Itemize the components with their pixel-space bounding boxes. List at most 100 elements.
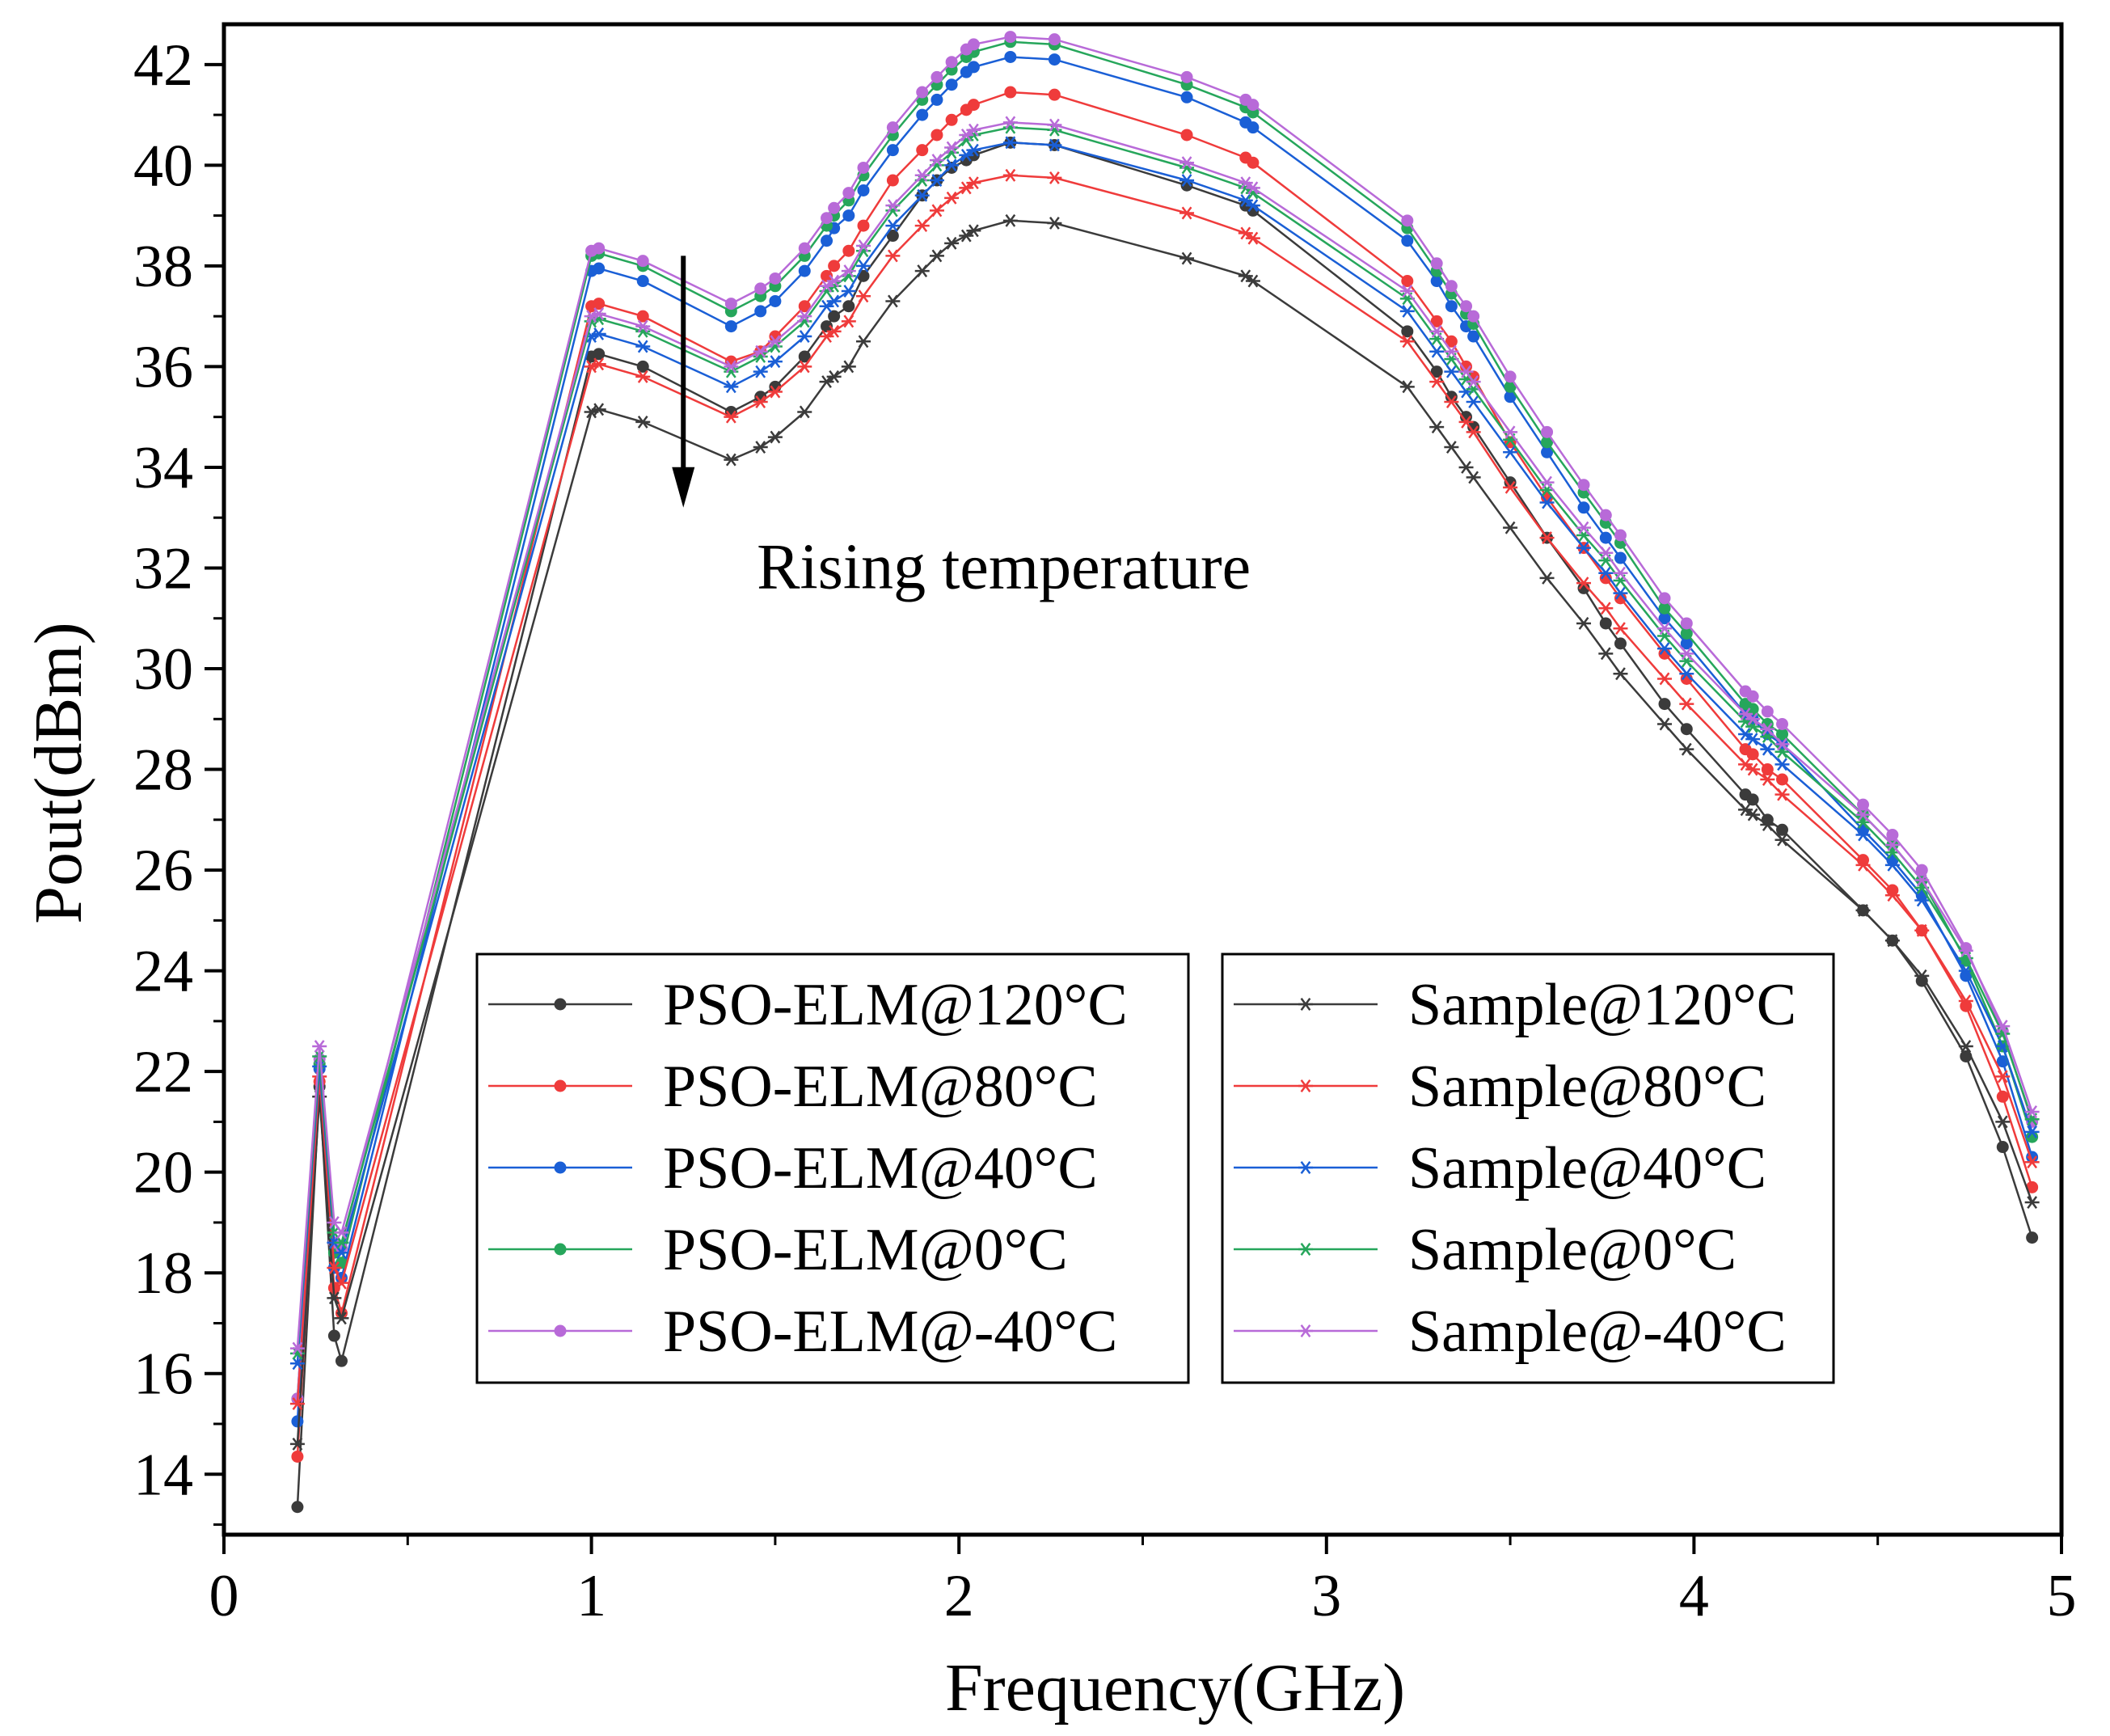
data-point [1738,758,1753,771]
data-point [767,430,783,444]
data-point [2024,1105,2040,1118]
data-point [959,148,974,162]
data-point [1048,53,1061,66]
data-point [724,298,737,310]
data-point [1004,86,1017,99]
data-point [1047,171,1062,184]
data-point [1613,622,1628,636]
data-point [821,269,833,282]
data-point [826,324,842,338]
data-point [1445,391,1458,403]
data-point [334,1226,349,1240]
data-point [856,239,871,252]
data-point [1399,285,1415,298]
legend-marker [1298,998,1313,1011]
y-tick-label: 24 [133,939,193,1005]
data-point [1445,300,1458,313]
data-point [1541,436,1554,449]
legend-label: Sample@40°C [1408,1135,1766,1202]
data-point [1466,375,1481,389]
data-point [1658,698,1671,711]
data-point [2026,1130,2039,1143]
data-point [1855,903,1871,917]
legend-label: PSO-ELM@40°C [663,1135,1098,1202]
y-tick-label: 28 [133,737,193,804]
data-point [1576,521,1592,534]
data-point [593,262,606,275]
legend-item-pso-elm-120c: PSO-ELM@120°C [488,972,1128,1038]
data-point [1614,592,1627,605]
data-point [334,1235,349,1249]
data-point [724,360,739,374]
data-point [1466,471,1481,484]
data-point [1458,460,1474,474]
data-point [1539,475,1555,489]
data-point [797,405,812,419]
data-point [1680,637,1693,650]
data-point [1503,521,1518,534]
data-point [334,1312,349,1325]
data-point [636,310,649,323]
data-point [1679,647,1694,661]
legend-marker [1298,1161,1313,1174]
data-point [769,272,782,285]
data-point [1467,330,1480,343]
legend-label: Sample@0°C [1408,1217,1737,1283]
data-point [1599,617,1612,630]
data-point [1048,88,1061,101]
data-point [944,141,960,154]
data-point [842,244,855,257]
data-point [931,129,943,141]
data-point [335,1354,348,1367]
data-point [797,330,812,344]
data-point [1776,823,1789,836]
data-point [857,184,870,196]
data-point [1238,176,1253,190]
data-point [1399,335,1415,348]
data-point [289,1341,305,1355]
y-tick-label: 40 [133,133,193,199]
data-point [1775,737,1790,751]
data-point [1179,251,1195,265]
data-point [856,335,871,348]
data-point [1576,577,1592,590]
data-point [1430,315,1443,327]
annotation: Rising temperature [672,256,1251,602]
data-point [1238,226,1253,240]
data-point [1467,310,1480,323]
data-point [821,234,833,247]
legend-label: PSO-ELM@-40°C [663,1299,1117,1365]
legend-item-pso-elm-40c: PSO-ELM@40°C [488,1135,1098,1202]
data-point [944,236,960,250]
data-point [1915,864,1928,876]
arrow-head-icon [672,467,695,508]
data-point [724,453,739,467]
data-point [797,310,812,323]
data-point [1599,531,1612,544]
series-sample-40c [289,136,2040,1371]
data-point [966,143,981,157]
data-point [1503,446,1518,459]
data-point [1614,529,1627,542]
data-point [798,242,811,255]
data-point [2024,1125,2040,1138]
data-point [327,1261,342,1274]
data-point [841,264,856,278]
data-point [1775,788,1790,801]
data-point [1445,280,1458,293]
data-point [754,282,767,295]
data-point [1504,391,1517,403]
data-point [821,320,833,333]
data-point [1238,269,1253,283]
data-point [1004,50,1017,63]
data-point [635,340,651,353]
data-point [1658,612,1671,625]
legend-marker [1298,1324,1313,1337]
data-point [1503,425,1518,439]
legend-marker [554,998,567,1011]
data-point [856,289,871,303]
data-point [591,327,606,340]
data-point [1745,762,1761,776]
data-point [1657,672,1673,686]
